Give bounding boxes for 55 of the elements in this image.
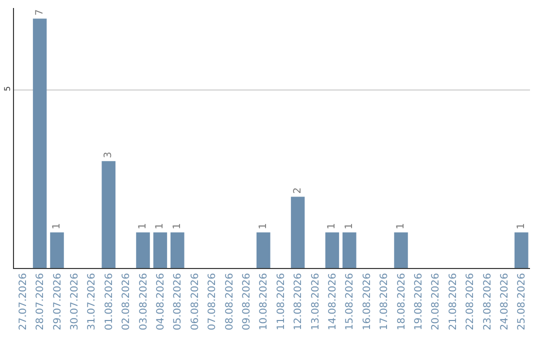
bar: [50, 232, 64, 268]
x-tick-label: 01.08.2026: [104, 273, 115, 330]
x-tick-label: 12.08.2026: [293, 273, 304, 330]
x-tick-label: 04.08.2026: [155, 273, 166, 330]
data-label: 1: [52, 223, 62, 230]
bar: [102, 161, 116, 268]
data-label: 2: [292, 187, 304, 194]
bar: [514, 232, 528, 268]
y-tick-label: 5: [2, 86, 12, 92]
x-tick-label: 19.08.2026: [413, 273, 424, 330]
x-tick-label: 03.08.2026: [138, 273, 150, 330]
x-tick-label: 05.08.2026: [172, 273, 184, 330]
data-label: 1: [344, 223, 355, 230]
x-tick-label: 23.08.2026: [482, 273, 494, 330]
bar: [32, 18, 47, 268]
data-label: 3: [103, 152, 114, 158]
x-tick-label: 29.07.2026: [52, 273, 64, 330]
x-tick-label: 08.08.2026: [224, 273, 236, 330]
x-tick-label: 11.08.2026: [276, 273, 287, 330]
bar: [290, 196, 305, 268]
x-tick-label: 21.08.2026: [448, 273, 459, 330]
x-tick-label: 30.07.2026: [69, 273, 80, 330]
data-label: 1: [172, 223, 183, 230]
bar: [153, 232, 168, 268]
x-tick-label: 13.08.2026: [310, 273, 322, 330]
x-tick-label: 24.08.2026: [499, 273, 510, 330]
x-tick-label: 31.07.2026: [86, 273, 98, 330]
x-tick-label: 17.08.2026: [379, 273, 390, 330]
x-tick-label: 02.08.2026: [121, 273, 132, 330]
data-label: 1: [258, 223, 269, 230]
bar: [170, 232, 184, 268]
bar: [342, 232, 356, 268]
x-tick-label: 25.08.2026: [516, 273, 528, 330]
x-tick-label: 20.08.2026: [430, 273, 442, 330]
bar: [136, 232, 150, 268]
data-label: 1: [138, 223, 148, 230]
data-label: 1: [516, 223, 527, 230]
bar: [256, 232, 270, 268]
x-tick-label: 28.07.2026: [35, 273, 46, 330]
x-tick-label: 14.08.2026: [327, 273, 338, 330]
bar: [394, 232, 408, 268]
x-tick-label: 09.08.2026: [241, 273, 252, 330]
data-label: 1: [396, 223, 406, 230]
x-tick-label: 22.08.2026: [465, 273, 476, 330]
data-label: 7: [34, 9, 46, 16]
data-label: 1: [154, 223, 166, 230]
x-tick-label: 07.08.2026: [207, 273, 218, 330]
x-tick-label: 18.08.2026: [396, 273, 408, 330]
data-label: 1: [326, 223, 338, 230]
x-tick-label: 06.08.2026: [190, 273, 201, 330]
bar: [325, 232, 340, 268]
x-tick-label: 27.07.2026: [18, 273, 29, 330]
x-tick-label: 16.08.2026: [362, 273, 373, 330]
x-tick-label: 10.08.2026: [258, 273, 270, 330]
x-tick-label: 15.08.2026: [344, 273, 356, 330]
